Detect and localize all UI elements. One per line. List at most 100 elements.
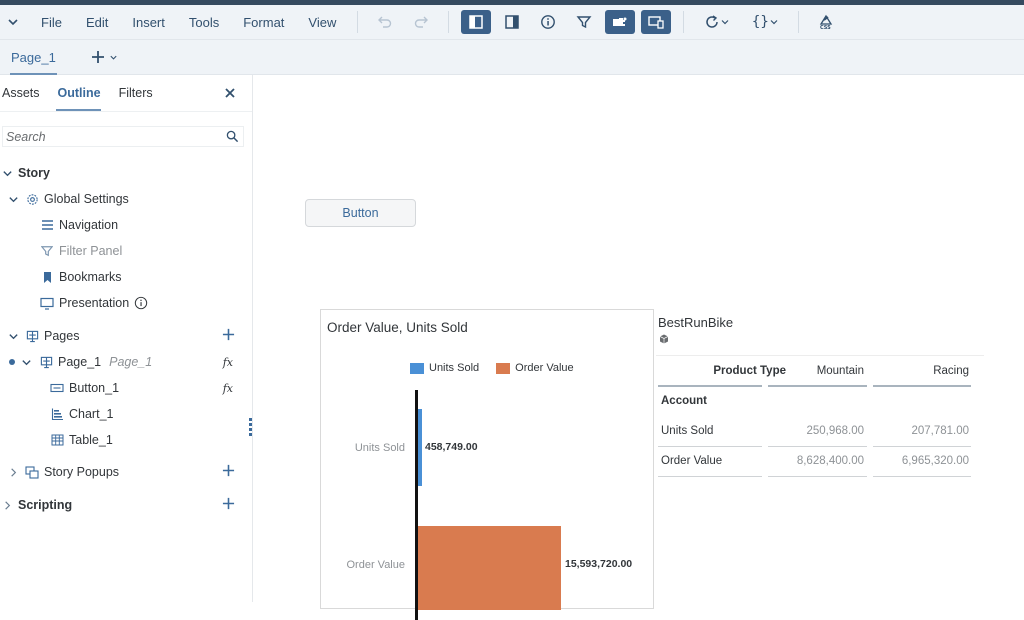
table-title: BestRunBike [658, 315, 734, 330]
menu-format[interactable]: Format [243, 14, 285, 30]
legend-label: Units Sold [429, 362, 480, 374]
chart-widget[interactable]: Order Value, Units Sold Units Sold Order… [320, 309, 654, 620]
page-canvas: Button Order Value, Units Sold Units Sol… [254, 75, 1024, 620]
page-icon [39, 355, 53, 369]
cell-order-value-mountain[interactable]: 8,628,400.00 [796, 455, 864, 467]
legend-item-order-value[interactable]: Order Value [496, 362, 574, 374]
device-preview-icon [648, 16, 665, 29]
add-script-icon[interactable] [222, 497, 235, 513]
tree-node-bookmarks[interactable]: Bookmarks [0, 265, 253, 289]
header-product-type[interactable]: Product Type [713, 365, 786, 377]
close-icon [225, 88, 235, 98]
undo-icon [378, 16, 392, 28]
menu-tools[interactable]: Tools [188, 14, 220, 30]
cell-units-sold-racing[interactable]: 207,781.00 [911, 425, 969, 437]
cell-order-value-racing[interactable]: 6,965,320.00 [901, 455, 969, 467]
collapse-menu-button[interactable] [0, 9, 26, 35]
chevron-right-icon[interactable] [7, 466, 19, 478]
add-page-button[interactable] [91, 50, 118, 64]
script-fx-icon[interactable]: fx [222, 355, 233, 369]
redo-button[interactable] [406, 10, 436, 34]
search-input[interactable] [3, 127, 218, 146]
table-icon [50, 433, 64, 447]
row-divider [768, 476, 867, 477]
filter-button[interactable] [569, 10, 599, 34]
top-shell-bar [0, 0, 1024, 5]
chart-title: Order Value, Units Sold [327, 320, 468, 335]
chevron-down-icon[interactable] [7, 193, 19, 205]
tree-node-story-popups[interactable]: Story Popups [0, 460, 253, 484]
menu-insert[interactable]: Insert [132, 14, 165, 30]
data-label-units-sold: 458,749.00 [425, 441, 478, 453]
page-description: Page_1 [109, 355, 153, 369]
chevron-down-icon[interactable] [1, 167, 13, 179]
filter-icon [576, 16, 592, 29]
row-label-order-value[interactable]: Order Value [661, 455, 723, 467]
menu-file[interactable]: File [41, 14, 62, 30]
toolbar-divider [798, 11, 800, 33]
header-underline [658, 385, 762, 387]
tree-node-scripting[interactable]: Scripting [0, 493, 253, 517]
canvas-button-1[interactable]: Button [305, 199, 416, 227]
tree-node-filter-panel[interactable]: Filter Panel [0, 239, 253, 263]
outline-sidebar: Assets Outline Filters Story Global Sett… [0, 75, 253, 602]
tree-label: Scripting [18, 498, 73, 512]
tab-outline[interactable]: Outline [55, 75, 101, 112]
bar-order-value[interactable] [418, 526, 561, 610]
chevron-down-icon[interactable] [20, 356, 32, 368]
popup-icon [25, 465, 39, 479]
tree-node-button-1[interactable]: Button_1 fx [0, 376, 253, 400]
active-page-indicator [9, 359, 15, 365]
info-icon[interactable] [134, 296, 148, 310]
tree-node-pages[interactable]: Pages [0, 324, 253, 348]
tab-page-1[interactable]: Page_1 [0, 40, 67, 75]
script-menu-button[interactable]: {} [744, 10, 786, 34]
undo-button[interactable] [370, 10, 400, 34]
add-popup-icon[interactable] [222, 464, 235, 480]
tree-node-navigation[interactable]: Navigation [0, 213, 253, 237]
table-widget[interactable]: BestRunBike Product Type Mountain Racing… [656, 315, 986, 477]
device-preview-button[interactable] [641, 10, 672, 34]
chevron-down-icon[interactable] [7, 330, 19, 342]
tab-assets[interactable]: Assets [2, 85, 40, 100]
cell-units-sold-mountain[interactable]: 250,968.00 [806, 425, 864, 437]
sidebar-resize-handle[interactable] [249, 418, 253, 436]
tree-node-page-1[interactable]: Page_1 Page_1 fx [0, 350, 253, 374]
add-page-icon[interactable] [222, 328, 235, 344]
tree-node-presentation[interactable]: Presentation [0, 291, 253, 315]
menu-view[interactable]: View [308, 14, 337, 30]
chevron-right-icon[interactable] [1, 499, 13, 511]
right-panel-toggle[interactable] [497, 10, 527, 34]
tree-label: Navigation [59, 218, 119, 232]
tree-node-table-1[interactable]: Table_1 [0, 428, 253, 452]
header-mountain[interactable]: Mountain [816, 365, 864, 377]
tab-filters[interactable]: Filters [118, 85, 153, 100]
legend-item-units-sold[interactable]: Units Sold [410, 362, 479, 374]
gear-icon [25, 192, 39, 206]
plus-icon [91, 51, 104, 63]
script-fx-icon[interactable]: fx [222, 381, 233, 395]
add-widget-button[interactable] [605, 10, 636, 34]
search-icon[interactable] [226, 130, 239, 143]
tree-node-global-settings[interactable]: Global Settings [0, 187, 253, 211]
svg-text:CSS: CSS [820, 25, 831, 31]
css-button[interactable]: CSS [811, 10, 841, 34]
bar-units-sold[interactable] [418, 409, 422, 486]
info-button[interactable] [533, 10, 563, 34]
chevron-down-icon [770, 20, 778, 25]
menu-bar: File Edit Insert Tools Format View {} CS… [0, 5, 1024, 40]
monitor-icon [40, 296, 54, 310]
left-panel-toggle[interactable] [461, 10, 492, 34]
menu-edit[interactable]: Edit [85, 14, 109, 30]
curly-braces-icon: {} [751, 14, 769, 30]
header-racing[interactable]: Racing [933, 365, 969, 377]
close-sidebar-button[interactable] [222, 85, 238, 101]
toolbar-divider [357, 11, 359, 33]
legend-swatch [410, 362, 424, 374]
tree-node-chart-1[interactable]: Chart_1 [0, 402, 253, 426]
sidebar-tabs: Assets Outline Filters [0, 75, 252, 112]
tree-label: Filter Panel [59, 244, 123, 258]
refresh-menu-button[interactable] [696, 10, 738, 34]
tree-node-story[interactable]: Story [0, 161, 253, 185]
row-label-units-sold[interactable]: Units Sold [661, 425, 714, 437]
